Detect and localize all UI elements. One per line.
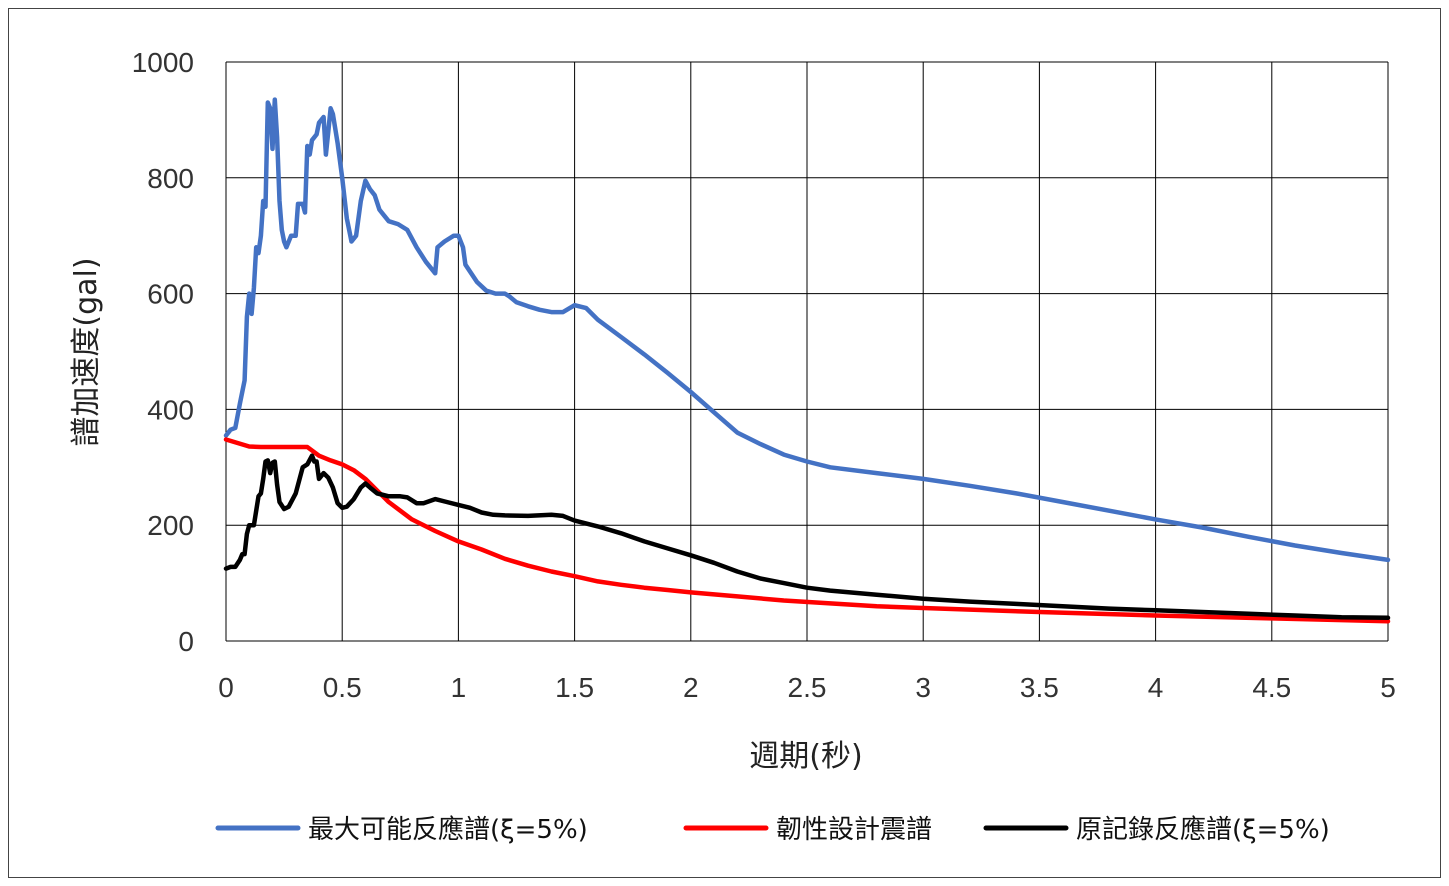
x-tick-label: 0 [218,672,234,703]
legend-label-0: 最大可能反應譜(ξ=5%) [308,815,588,845]
y-tick-label: 0 [178,626,194,657]
x-tick-label: 5 [1380,672,1396,703]
legend-label-2: 原記錄反應譜(ξ=5%) [1076,815,1330,845]
y-axis-title: 譜加速度(gal) [69,257,104,446]
x-tick-label: 1 [451,672,467,703]
series-lines [223,97,1391,624]
grid [225,61,1389,642]
x-tick-label: 3 [915,672,931,703]
y-tick-label: 1000 [132,47,194,78]
x-tick-label: 4.5 [1252,672,1291,703]
legend-label-1: 韌性設計震譜 [776,815,932,845]
y-tick-label: 200 [147,510,194,541]
x-tick-label: 0.5 [323,672,362,703]
y-tick-label: 800 [147,163,194,194]
x-axis-title: 週期(秒) [749,739,862,774]
chart-frame [8,8,1441,878]
x-tick-label: 4 [1148,672,1164,703]
series-line-1 [223,437,1391,624]
tick-labels: 0 0.5 1 1.5 2 2.5 3 3.5 4 4.5 5 0 200 400 600 800 1000 [132,47,1396,703]
x-tick-label: 3.5 [1020,672,1059,703]
series-line-2 [223,453,1391,621]
x-tick-label: 1.5 [555,672,594,703]
legend: 最大可能反應譜(ξ=5%) 韌性設計震譜 原記錄反應譜(ξ=5%) [215,815,1330,845]
y-tick-label: 400 [147,394,194,425]
series-line-0 [223,97,1391,563]
x-tick-label: 2.5 [788,672,827,703]
x-tick-label: 2 [683,672,699,703]
y-tick-label: 600 [147,279,194,310]
